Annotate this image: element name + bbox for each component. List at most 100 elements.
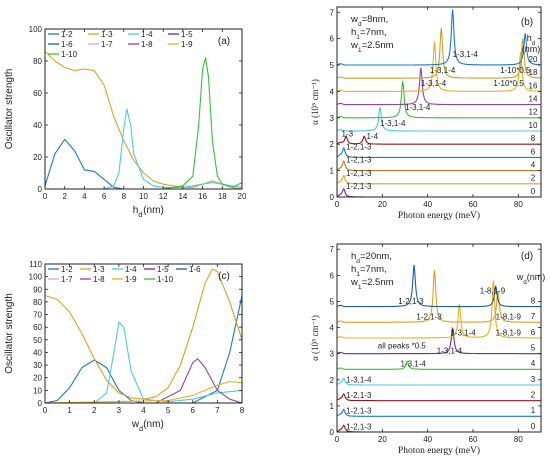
- series-line-d-4: [337, 360, 541, 370]
- panel-b: 0 20 40 60 800123456702468101214161820Photon…: [310, 6, 542, 221]
- panel-label: (d): [521, 251, 533, 262]
- panel-label: (b): [521, 17, 533, 28]
- x-tick-label: 80: [514, 435, 523, 444]
- legend-label: 1-6: [61, 40, 73, 49]
- series-value-label: 8: [531, 134, 536, 143]
- series-value-label: 14: [529, 94, 538, 103]
- x-tick-label: 10: [139, 192, 148, 201]
- peak-annotation: 1-8,1-9: [496, 328, 522, 337]
- series-value-label: 2: [531, 174, 536, 183]
- series-line-c-1-9: [45, 380, 242, 403]
- peak-annotation: 1-3,1-4: [437, 347, 463, 356]
- series-line-b-10: [337, 107, 541, 132]
- parameter-label: h1=7nm,: [351, 264, 387, 278]
- peak-annotation: 1-3,1-4: [453, 50, 479, 59]
- x-tick-label: 4: [82, 192, 87, 201]
- peak-annotation: 1-10*0.5: [500, 66, 531, 75]
- x-tick-label: 14: [178, 192, 187, 201]
- y-tick-label: 50: [33, 336, 42, 345]
- legend-label: 1-3: [93, 265, 105, 274]
- y-tick-label: 7: [330, 8, 335, 17]
- y-tick-label: 100: [29, 25, 43, 34]
- series-value-label: 12: [529, 108, 538, 117]
- legend-label: 1-9: [125, 275, 137, 284]
- y-tick-label: 4: [330, 324, 335, 333]
- y-tick-label: 4: [330, 87, 335, 96]
- x-tick-label: 20: [378, 200, 387, 209]
- series-value-label: 0: [531, 187, 536, 196]
- peak-annotation: 1-2,1-3: [416, 313, 442, 322]
- legend-label: 1-10: [61, 50, 78, 59]
- panel-d: 0 20 40 60 80 0 1 2 3 4 5 6 7 0 1 2 3 4 5 6 7 8 Photon energy …: [310, 243, 545, 456]
- y-tick-label: 1: [330, 402, 335, 411]
- x-tick-label: 80: [514, 200, 523, 209]
- series-value-label: 4: [531, 359, 536, 368]
- legend-label: 1-4: [141, 30, 153, 39]
- series-line-b-6: [337, 146, 541, 158]
- x-axis-label: Photon energy (meV): [398, 445, 480, 456]
- series-value-label: 3: [531, 375, 536, 384]
- series-line-a-1-10: [45, 57, 242, 189]
- series-value-label: 10: [529, 121, 538, 130]
- y-tick-label: 0: [330, 193, 335, 202]
- legend-label: 1-5: [181, 30, 193, 39]
- y-axis-label: Oscillator strength: [4, 293, 15, 374]
- x-axis-label-unit: (nm): [143, 419, 164, 430]
- series-line-d-6: [337, 280, 541, 339]
- x-tick-label: 20: [378, 435, 387, 444]
- series-parameter-header: hd: [527, 33, 536, 47]
- axes-frame: [336, 243, 542, 433]
- peak-annotation: 1-2,1-3: [346, 391, 372, 400]
- peak-annotation: 1-2,1-3: [346, 156, 372, 165]
- legend-label: 1-8: [141, 40, 153, 49]
- y-tick-label: 0: [38, 185, 43, 194]
- x-axis-label-unit: (nm): [143, 205, 164, 216]
- series-value-label: 2: [531, 391, 536, 400]
- y-tick-label: 7: [330, 245, 335, 254]
- y-tick-label: 60: [33, 89, 42, 98]
- series-line-b-14: [337, 67, 541, 106]
- parameter-label: w1=2.5nm: [350, 277, 394, 291]
- y-tick-label: 0: [330, 428, 335, 437]
- legend-label: 1-7: [61, 275, 73, 284]
- series-line-d-8: [337, 264, 541, 308]
- x-tick-label: 18: [218, 192, 227, 201]
- series-line-c-1-3: [45, 268, 242, 400]
- x-tick-label: 16: [198, 192, 207, 201]
- y-axis-label: α (10⁵ cm⁻¹): [310, 79, 320, 125]
- legend-label: 1-7: [101, 40, 113, 49]
- panel-label: (a): [218, 36, 230, 47]
- x-tick-label: 0: [335, 435, 340, 444]
- x-tick-label: 12: [159, 192, 168, 201]
- x-tick-label: 0: [43, 406, 48, 415]
- axes-frame: [336, 6, 542, 198]
- x-axis-label: wd: [131, 419, 143, 433]
- series-line-d-5: [337, 327, 541, 355]
- x-tick-label: 40: [423, 435, 432, 444]
- x-tick-label: 1: [67, 406, 72, 415]
- panel-a: 0 2 4 6 8 10 12 14 16 18 20 0 20 40 60 80 100 hd (nm) Oscil…: [4, 25, 247, 219]
- series-line-b-8: [337, 135, 541, 145]
- y-tick-label: 20: [33, 374, 42, 383]
- peak-annotation: 1-3,1-4: [400, 360, 426, 369]
- legend-label: 1-2: [61, 30, 73, 39]
- axes-frame: [44, 28, 243, 190]
- series-value-label: 0: [531, 422, 536, 431]
- y-tick-label: 80: [33, 298, 42, 307]
- peak-annotation: 1-8,1-9: [496, 313, 522, 322]
- series-line-a-1-2: [45, 138, 242, 189]
- y-tick-label: 3: [330, 350, 335, 359]
- peak-annotation: 1-8,1-9: [480, 287, 506, 296]
- peak-annotation: 1-2,1-3: [346, 143, 372, 152]
- y-tick-label: 60: [33, 323, 42, 332]
- peak-annotation: 1-3,1-4: [450, 328, 476, 337]
- series-line-d-3: [337, 377, 541, 386]
- y-axis-label: α (10⁵ cm⁻¹): [310, 315, 320, 361]
- legend-label: 1-9: [181, 40, 193, 49]
- legend-label: 1-5: [157, 265, 169, 274]
- axes-frame: [44, 263, 243, 404]
- plot-area-d: [337, 264, 541, 432]
- y-tick-label: 6: [330, 271, 335, 280]
